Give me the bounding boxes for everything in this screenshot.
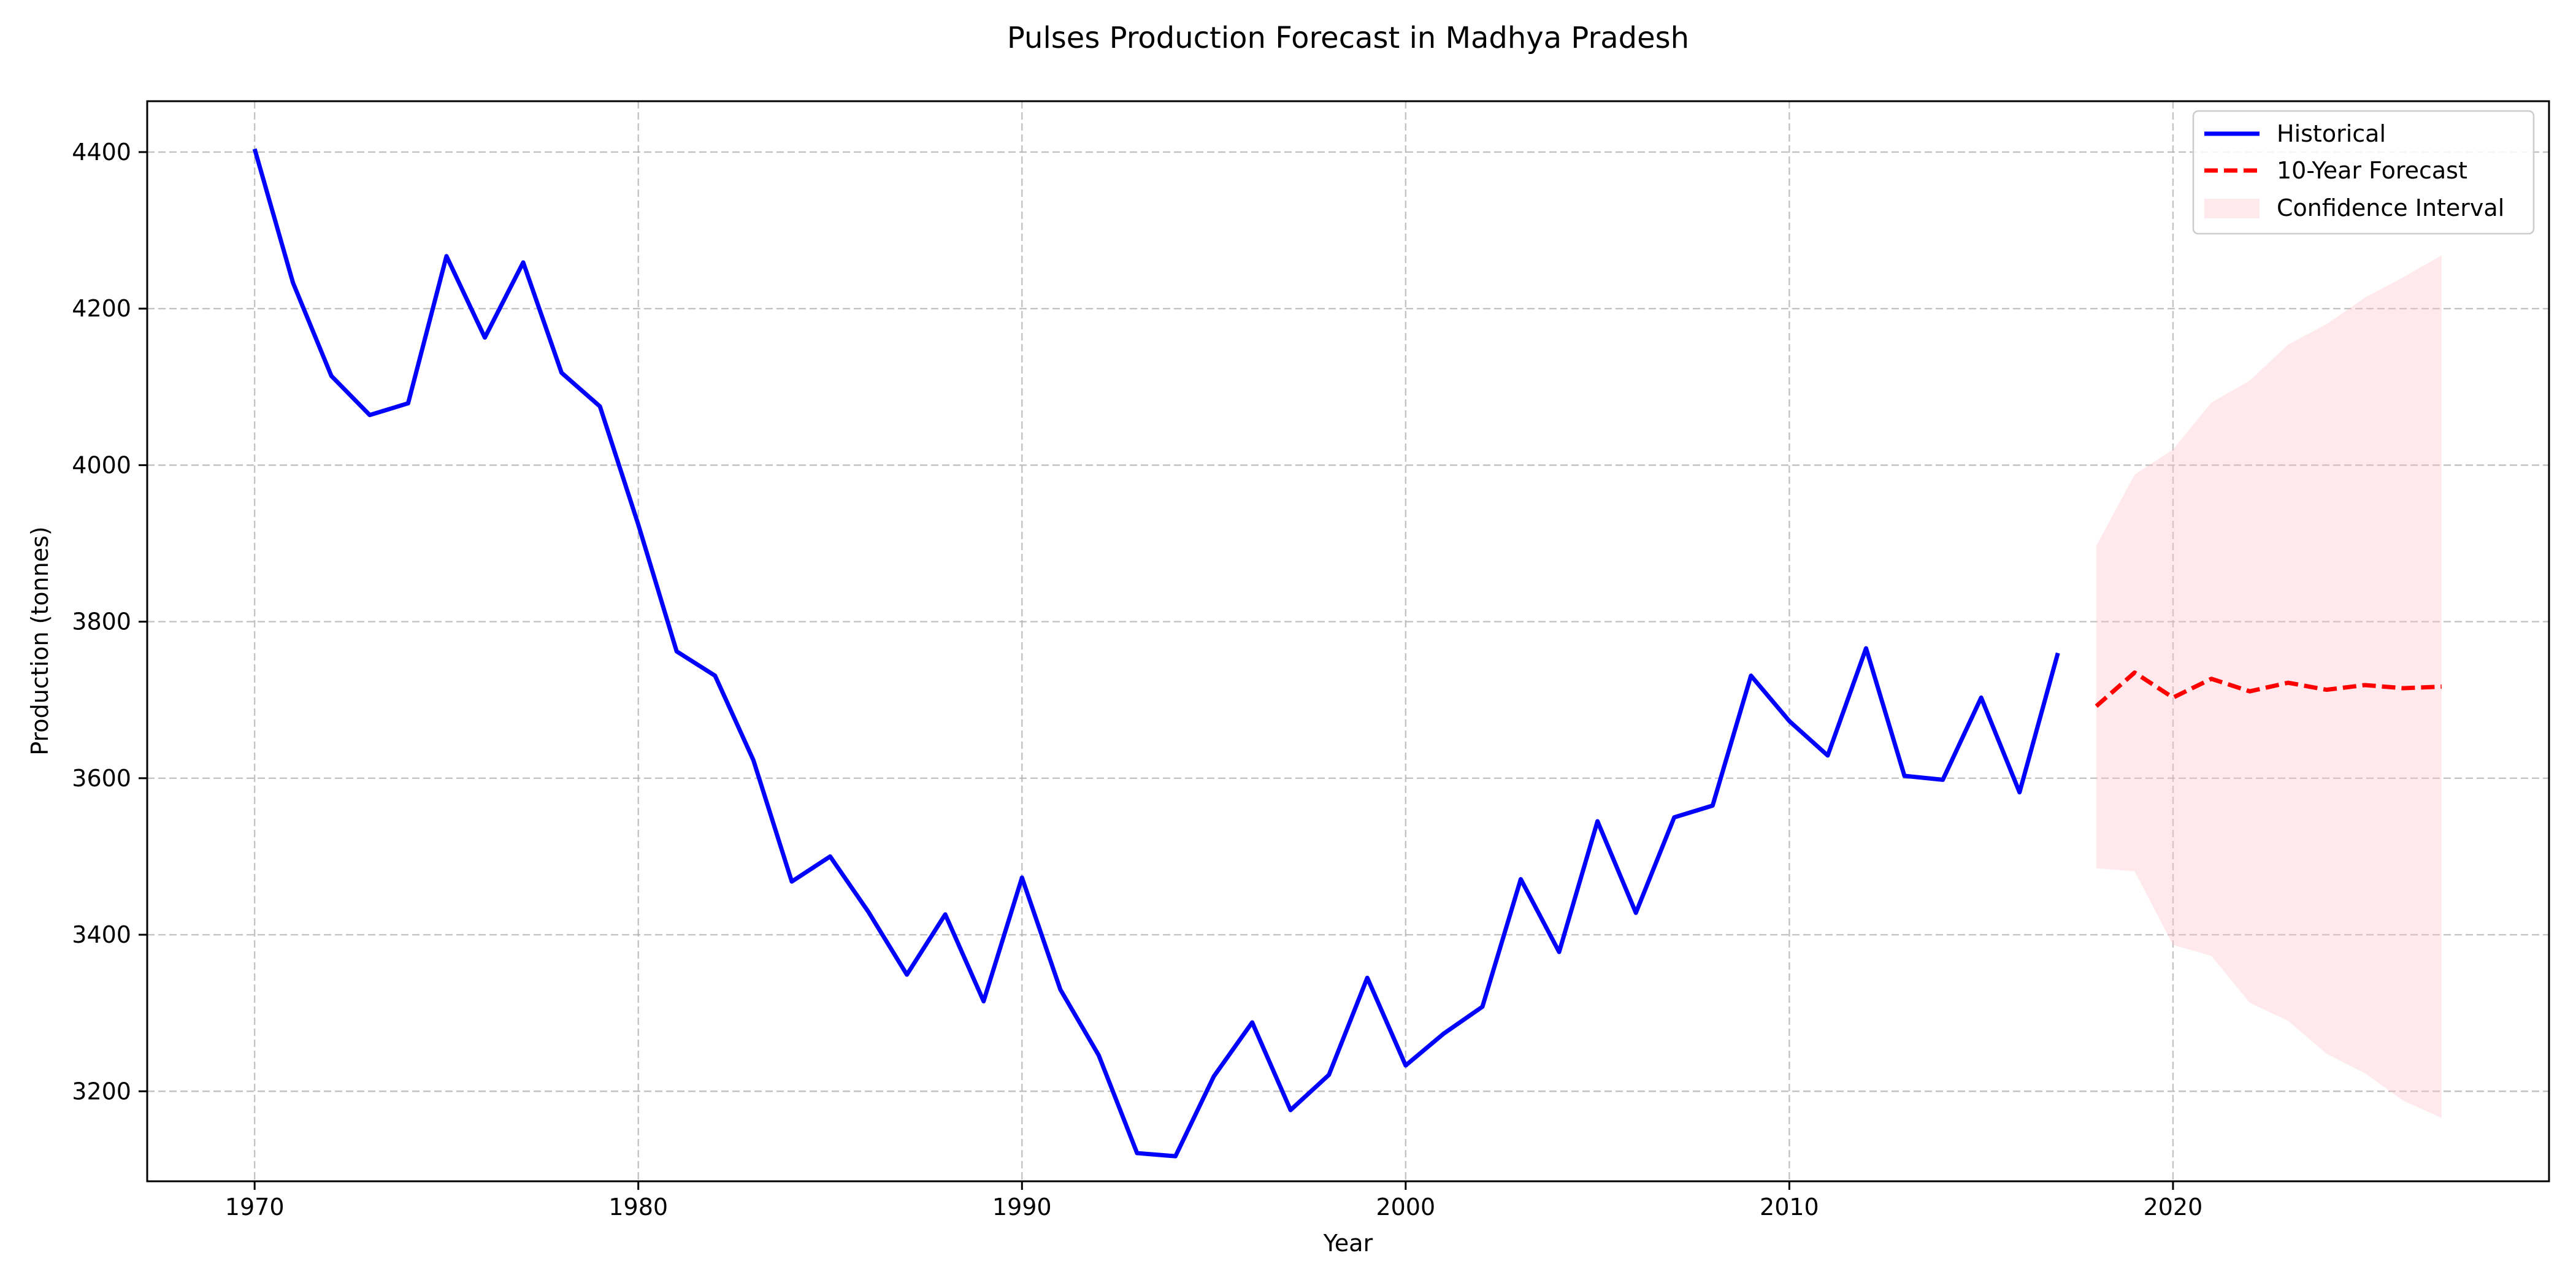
- x-tick-label: 2000: [1376, 1194, 1435, 1221]
- y-tick-label: 4000: [72, 451, 131, 478]
- grid: [147, 101, 2549, 1181]
- legend-frame: [2192, 110, 2535, 235]
- legend-label-historical: Historical: [2277, 120, 2386, 147]
- x-axis-label: Year: [1323, 1230, 1373, 1257]
- legend: Historical 10-Year Forecast Confidence I…: [2192, 110, 2535, 235]
- y-tick-label: 4200: [72, 295, 131, 322]
- legend-swatch-confidence: [2204, 199, 2260, 218]
- legend-label-confidence: Confidence Interval: [2277, 194, 2504, 221]
- y-tick-label: 3600: [72, 765, 131, 792]
- y-axis-label: Production (tonnes): [26, 526, 53, 755]
- chart-title: Pulses Production Forecast in Madhya Pra…: [1007, 21, 1689, 55]
- plot-frame: [146, 100, 2550, 1183]
- y-tick-label: 3800: [72, 608, 131, 635]
- y-tick-label: 3400: [72, 921, 131, 948]
- y-tick-label: 4400: [72, 139, 131, 166]
- series-layer: [252, 148, 2442, 1159]
- legend-label-forecast: 10-Year Forecast: [2277, 157, 2467, 184]
- x-tick-label: 2010: [1760, 1194, 1819, 1221]
- historical-line: [252, 148, 2060, 1159]
- x-tick-label: 2020: [2144, 1194, 2203, 1221]
- x-axis: 1970 1980 1990 2000 2010 2020: [225, 1181, 2203, 1221]
- x-tick-label: 1980: [608, 1194, 668, 1221]
- x-tick-label: 1990: [992, 1194, 1052, 1221]
- y-axis: 3200 3400 3600 3800 4000 4200 4400: [72, 139, 147, 1105]
- y-tick-label: 3200: [72, 1078, 131, 1105]
- forecast-line: [2095, 670, 2442, 708]
- x-tick-label: 1970: [225, 1194, 285, 1221]
